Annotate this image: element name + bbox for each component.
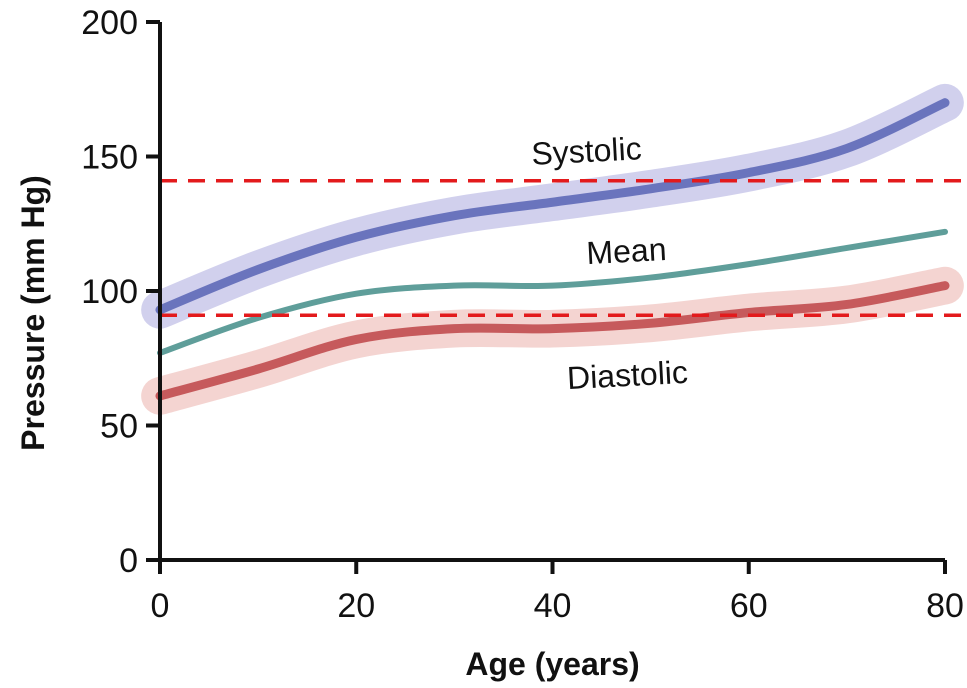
- series-label-mean: Mean: [586, 231, 668, 271]
- y-tick-label: 150: [81, 139, 138, 177]
- y-axis-title: Pressure (mm Hg): [15, 175, 51, 451]
- series-line-systolic: [155, 98, 950, 315]
- series-line-mean: [157, 228, 948, 356]
- y-tick-label: 200: [81, 4, 138, 42]
- y-tick-label: 0: [119, 542, 138, 580]
- x-tick-label: 80: [926, 587, 964, 625]
- series-label-systolic: Systolic: [530, 130, 642, 172]
- series-label-diastolic: Diastolic: [566, 354, 689, 396]
- series-line-diastolic: [155, 281, 950, 401]
- x-tick-label: 40: [534, 587, 572, 625]
- chart-text: Age (years) Pressure (mm Hg) Systolic Me…: [15, 130, 689, 682]
- y-tick-label: 50: [100, 408, 138, 446]
- y-tick-label: 100: [81, 273, 138, 311]
- series-lines: [155, 98, 950, 401]
- x-axis-title: Age (years): [465, 646, 639, 682]
- axes: 0 50 100 150 200 0 20 40 60 80: [81, 4, 964, 625]
- x-tick-label: 20: [337, 587, 375, 625]
- x-tick-label: 0: [151, 587, 170, 625]
- x-tick-label: 60: [730, 587, 768, 625]
- reference-lines: [160, 178, 965, 317]
